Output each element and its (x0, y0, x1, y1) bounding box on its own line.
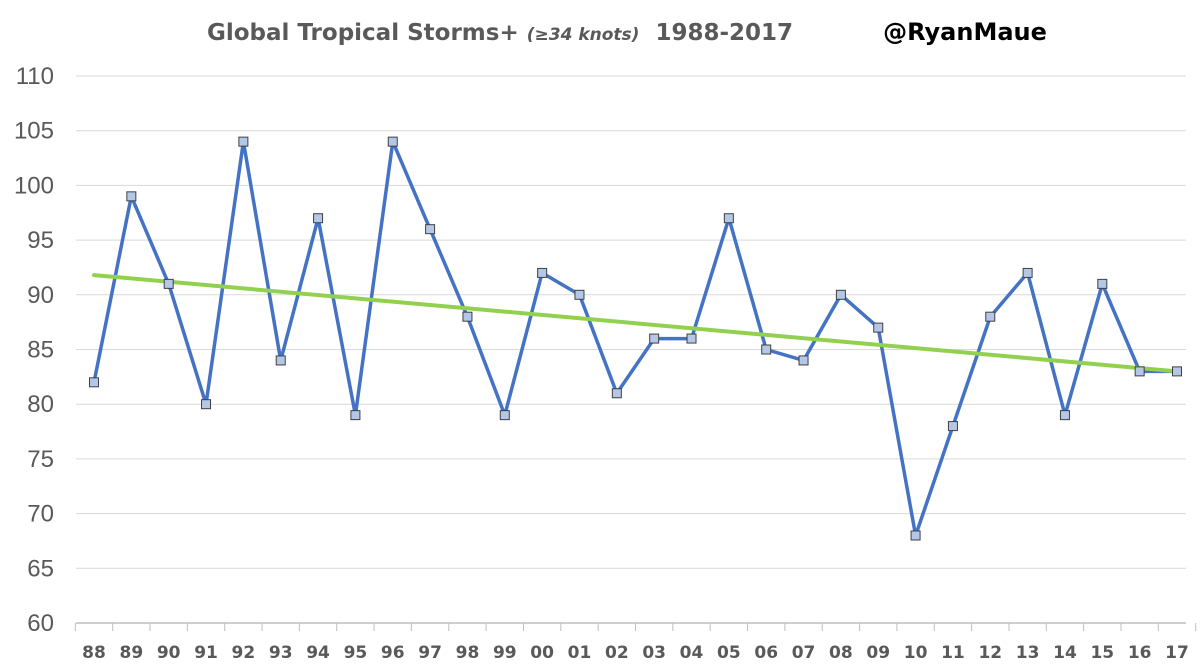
data-point (238, 136, 249, 147)
data-point (761, 344, 772, 355)
chart-title-paren-close: ) (631, 25, 640, 45)
x-tick-label: 94 (306, 643, 330, 663)
y-tick-label: 60 (27, 610, 54, 637)
x-tick-label: 14 (1053, 643, 1077, 663)
data-point (1059, 410, 1070, 421)
x-tick-label: 89 (120, 643, 144, 663)
y-tick-label: 75 (27, 446, 54, 473)
x-tick-label: 03 (642, 643, 666, 663)
y-tick-label: 95 (27, 227, 54, 254)
data-point (835, 289, 846, 300)
data-point (910, 530, 921, 541)
data-point (947, 421, 958, 432)
x-tick-label: 09 (866, 643, 890, 663)
data-point (163, 278, 174, 289)
x-tick-label: 07 (792, 643, 816, 663)
x-tick-label: 06 (754, 643, 778, 663)
data-series (92, 139, 1177, 538)
data-point (201, 399, 212, 410)
data-point (574, 289, 585, 300)
series-line (92, 139, 1177, 538)
trend-line (92, 273, 1179, 374)
x-tick-label: 15 (1090, 643, 1114, 663)
data-point (275, 355, 286, 366)
x-tick-label: 91 (194, 643, 218, 663)
y-tick-label: 105 (14, 118, 54, 145)
data-point (723, 213, 734, 224)
data-point (425, 224, 436, 235)
data-point (1022, 267, 1033, 278)
x-tick-label: 00 (530, 643, 554, 663)
x-tick-label: 92 (232, 643, 256, 663)
data-point (1134, 366, 1145, 377)
x-tick-label: 97 (418, 643, 442, 663)
data-point (89, 377, 99, 388)
data-point (985, 311, 996, 322)
x-tick-label: 10 (904, 643, 928, 663)
x-tick-label: 16 (1128, 643, 1152, 663)
x-tick-label: 99 (493, 643, 517, 663)
x-tick-label: 17 (1165, 643, 1189, 663)
x-axis-tick-labels: 88 89 90 91 92 93 94 95 96 97 98 99 00 01 02 03 04 05 06 07… (74, 623, 1197, 663)
data-point (686, 333, 697, 344)
y-tick-label: 80 (27, 391, 54, 418)
x-tick-label: 04 (680, 643, 704, 663)
x-tick-label: 96 (381, 643, 405, 663)
author-handle: @RyanMaue (883, 18, 1047, 46)
x-tick-label: 90 (157, 643, 181, 663)
chart-title-years: 1988-2017 (639, 20, 793, 46)
trendline (92, 273, 1179, 374)
data-point (499, 410, 510, 421)
x-tick-label: 13 (1016, 643, 1040, 663)
y-tick-label: 100 (14, 172, 54, 199)
data-point (1097, 278, 1108, 289)
data-point (873, 322, 884, 333)
data-point (1172, 366, 1182, 377)
y-tick-label: 85 (27, 337, 54, 364)
data-point (350, 410, 361, 421)
y-tick-label: 65 (27, 555, 54, 582)
x-tick-label: 12 (978, 643, 1002, 663)
x-tick-label: 98 (456, 643, 480, 663)
data-point (649, 333, 660, 344)
x-tick-label: 01 (568, 643, 592, 663)
x-tick-label: 08 (829, 643, 853, 663)
chart-title-paren-open: ( (527, 25, 535, 45)
data-point (537, 267, 548, 278)
chart-title: Global Tropical Storms+ (≥34 knots) 1988… (207, 20, 793, 46)
data-markers (89, 136, 1182, 541)
chart-title-main: Global Tropical Storms+ (207, 20, 527, 46)
chart-title-threshold: ≥34 knots (535, 25, 632, 45)
x-tick-label: 11 (941, 643, 965, 663)
y-tick-label: 110 (16, 63, 54, 90)
data-point (313, 213, 324, 224)
data-point (611, 388, 622, 399)
x-tick-label: 02 (605, 643, 629, 663)
y-axis-tick-labels: 60 65 70 75 80 85 90 95 100 105 110 (14, 63, 54, 637)
y-tick-label: 90 (27, 282, 54, 309)
x-tick-label: 05 (717, 643, 741, 663)
data-point (462, 311, 473, 322)
data-point (798, 355, 809, 366)
x-tick-label: 95 (344, 643, 368, 663)
data-point (387, 136, 398, 147)
x-tick-label: 93 (269, 643, 293, 663)
y-tick-label: 70 (27, 501, 54, 528)
data-point (126, 191, 137, 202)
x-tick-label: 88 (82, 643, 106, 663)
